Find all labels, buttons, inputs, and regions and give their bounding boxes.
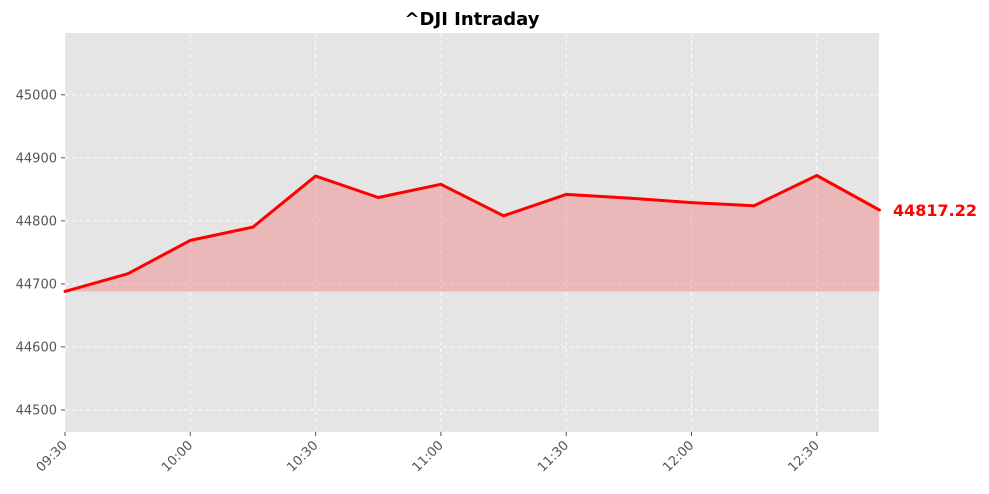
x-tick-label: 12:00 bbox=[660, 438, 697, 475]
y-tick-label: 44600 bbox=[16, 340, 57, 355]
y-tick-label: 44800 bbox=[16, 214, 57, 229]
data-point bbox=[815, 173, 819, 177]
y-tick-label: 44700 bbox=[16, 277, 57, 292]
data-point bbox=[877, 208, 881, 212]
last-value-label: 44817.22 bbox=[893, 201, 977, 220]
data-point bbox=[188, 238, 192, 242]
data-point bbox=[752, 204, 756, 208]
y-tick-label: 44900 bbox=[16, 151, 57, 166]
chart-title: ^DJI Intraday bbox=[404, 9, 539, 30]
data-point bbox=[63, 289, 67, 293]
data-point bbox=[314, 174, 318, 178]
y-axis-ticks: 44500 44600 44700 44800 44900 45000 bbox=[16, 88, 65, 418]
data-point bbox=[690, 201, 693, 205]
data-points bbox=[63, 173, 881, 293]
grid-lines bbox=[64, 33, 879, 432]
data-point bbox=[502, 214, 506, 218]
data-point bbox=[126, 272, 130, 276]
y-tick-label: 44500 bbox=[16, 403, 57, 418]
x-tick-label: 12:30 bbox=[786, 438, 823, 475]
x-tick-label: 09:30 bbox=[34, 438, 71, 475]
area-fill bbox=[65, 175, 880, 292]
y-tick-label: 45000 bbox=[16, 88, 57, 103]
data-point bbox=[439, 182, 443, 186]
data-point bbox=[564, 192, 568, 196]
x-tick-label: 10:00 bbox=[159, 438, 196, 475]
plot-area bbox=[65, 33, 879, 432]
data-point bbox=[251, 225, 255, 229]
data-point bbox=[376, 196, 380, 200]
series-line bbox=[64, 174, 881, 293]
data-point bbox=[627, 196, 631, 200]
x-tick-label: 11:00 bbox=[410, 438, 447, 475]
x-axis-ticks: 09:30 10:00 10:30 11:00 11:30 12:00 12:30 bbox=[34, 432, 823, 475]
x-tick-label: 10:30 bbox=[284, 438, 321, 475]
x-tick-label: 11:30 bbox=[535, 438, 572, 475]
